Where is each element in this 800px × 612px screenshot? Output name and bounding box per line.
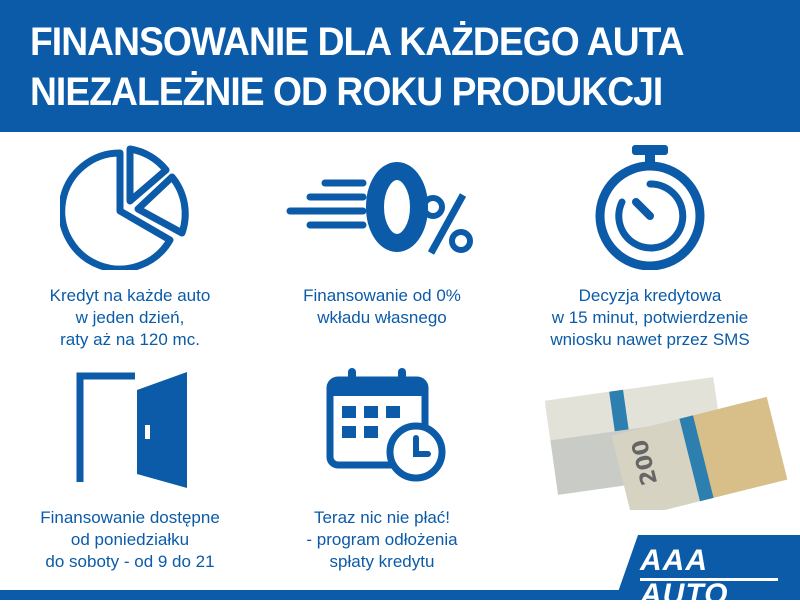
caption-line: w jeden dzień, [75,308,185,327]
caption-line: raty aż na 120 mc. [60,330,200,349]
logo-underline [640,578,778,581]
feature-caption-decision: Decyzja kredytowa w 15 minut, potwierdze… [520,285,780,351]
pie-chart-icon [60,145,189,270]
caption-line: Finansowanie od 0% [303,286,461,305]
caption-line: Decyzja kredytowa [578,286,722,305]
calendar-clock-icon [326,368,446,482]
banknote-stacks-image: 200 [544,377,788,510]
caption-line: do soboty - od 9 do 21 [45,552,215,571]
caption-line: wkładu własnego [317,308,447,327]
caption-line: - program odłożenia [306,530,458,549]
feature-caption-deferral: Teraz nic nie płać! - program odłożenia … [252,507,512,573]
logo-background [618,535,800,592]
headline-line-2: NIEZALEŻNIE OD ROKU PRODUKCJI [30,70,663,114]
headline-line-1: FINANSOWANIE DLA KAŻDEGO AUTA [30,20,685,64]
door-icon [76,372,187,488]
caption-line: Teraz nic nie płać! [313,508,451,527]
header-banner: FINANSOWANIE DLA KAŻDEGO AUTA NIEZALEŻNI… [0,0,800,132]
caption-line: Finansowanie dostępne [40,508,220,527]
feature-caption-zero-down: Finansowanie od 0% wkładu własnego [252,285,512,329]
stopwatch-icon [595,145,705,270]
caption-line: wniosku nawet przez SMS [550,330,750,349]
feature-caption-hours: Finansowanie dostępne od poniedziałku do… [0,507,260,573]
caption-line: w 15 minut, potwierdzenie [551,308,749,327]
caption-line: Kredyt na każde auto [49,286,211,305]
feature-caption-credit: Kredyt na każde auto w jeden dzień, raty… [0,285,260,351]
zero-percent-icon [286,162,473,255]
caption-line: od poniedziałku [70,530,190,549]
caption-line: spłaty kredytu [329,552,435,571]
bottom-stripe [0,590,800,600]
